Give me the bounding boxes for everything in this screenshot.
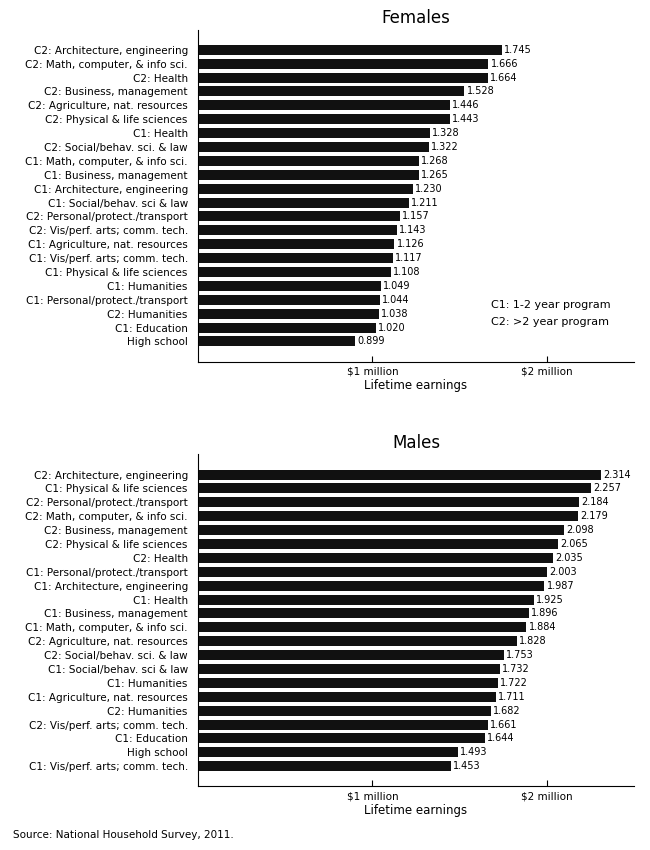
Text: 2.098: 2.098	[566, 525, 593, 536]
Bar	[198, 552, 552, 563]
Text: 1.038: 1.038	[381, 309, 409, 319]
Text: 1.661: 1.661	[489, 719, 517, 729]
Text: 1.117: 1.117	[395, 253, 422, 264]
Bar	[198, 609, 528, 619]
Text: 1.453: 1.453	[454, 761, 481, 771]
Text: 1.753: 1.753	[506, 650, 534, 660]
Bar	[198, 747, 458, 757]
Text: 2.035: 2.035	[555, 552, 582, 563]
Text: 1.265: 1.265	[421, 170, 448, 180]
Text: 2.184: 2.184	[581, 497, 608, 507]
Text: 2.065: 2.065	[560, 539, 588, 549]
Text: 1.828: 1.828	[519, 636, 547, 646]
Bar	[198, 267, 391, 277]
Text: 1.108: 1.108	[393, 267, 421, 277]
Text: 2.314: 2.314	[603, 469, 631, 479]
Bar	[198, 636, 517, 646]
Bar	[198, 295, 380, 305]
Text: 1.268: 1.268	[421, 156, 449, 166]
Bar	[198, 114, 450, 124]
Bar	[198, 677, 498, 688]
Bar	[198, 664, 500, 674]
Text: 1.230: 1.230	[415, 184, 442, 194]
Text: 2.179: 2.179	[580, 511, 608, 521]
Text: 1.745: 1.745	[504, 45, 532, 55]
Text: Source: National Household Survey, 2011.: Source: National Household Survey, 2011.	[13, 830, 234, 840]
Bar	[198, 622, 526, 632]
Text: 0.899: 0.899	[357, 337, 384, 347]
Bar	[198, 567, 547, 577]
Text: 2.257: 2.257	[593, 484, 621, 493]
Text: C1: 1-2 year program: C1: 1-2 year program	[491, 300, 610, 310]
Bar	[198, 170, 419, 180]
Text: 1.528: 1.528	[467, 87, 494, 97]
Bar	[198, 100, 450, 110]
Bar	[198, 650, 504, 660]
Bar	[198, 581, 545, 591]
Text: 1.644: 1.644	[487, 734, 514, 744]
Bar	[198, 337, 355, 347]
Bar	[198, 184, 413, 194]
Text: 1.493: 1.493	[460, 747, 488, 757]
Text: 1.049: 1.049	[383, 280, 411, 291]
Text: 1.664: 1.664	[490, 72, 517, 82]
Bar	[198, 594, 534, 604]
Bar	[198, 59, 488, 69]
Bar	[198, 761, 451, 771]
Title: Females: Females	[382, 8, 450, 27]
Text: 1.884: 1.884	[528, 622, 556, 632]
Bar	[198, 225, 397, 235]
Text: 1.987: 1.987	[547, 581, 574, 591]
Text: 1.020: 1.020	[378, 323, 406, 332]
Bar	[198, 87, 465, 97]
Text: 2.003: 2.003	[549, 567, 577, 577]
Bar	[198, 72, 488, 82]
Bar	[198, 212, 400, 222]
Bar	[198, 239, 395, 249]
Bar	[198, 197, 410, 207]
Bar	[198, 525, 564, 536]
Text: 1.126: 1.126	[396, 239, 424, 249]
Text: 1.044: 1.044	[382, 295, 410, 305]
Bar	[198, 323, 376, 332]
Bar	[198, 692, 497, 702]
Text: 1.896: 1.896	[530, 609, 558, 619]
Bar	[198, 128, 430, 139]
Text: 1.732: 1.732	[502, 664, 530, 674]
Text: 1.211: 1.211	[411, 197, 439, 207]
Text: 1.711: 1.711	[499, 692, 526, 702]
Bar	[198, 511, 578, 521]
Text: 1.925: 1.925	[536, 594, 564, 604]
Text: 1.143: 1.143	[400, 225, 427, 235]
Bar	[198, 45, 502, 55]
Text: 1.443: 1.443	[452, 114, 479, 124]
Bar	[198, 469, 601, 479]
Text: 1.666: 1.666	[491, 59, 518, 69]
Bar	[198, 719, 488, 729]
Bar	[198, 142, 428, 152]
Bar	[198, 309, 379, 319]
Bar	[198, 706, 491, 716]
Title: Males: Males	[392, 434, 440, 451]
Text: 1.157: 1.157	[402, 212, 430, 222]
Text: C2: >2 year program: C2: >2 year program	[491, 317, 609, 327]
Bar	[198, 156, 419, 166]
Text: 1.328: 1.328	[432, 128, 460, 139]
Bar	[198, 734, 485, 744]
Bar	[198, 253, 393, 264]
Bar	[198, 539, 558, 549]
X-axis label: Lifetime earnings: Lifetime earnings	[365, 804, 467, 817]
Bar	[198, 484, 592, 493]
Text: 1.322: 1.322	[431, 142, 458, 152]
Bar	[198, 280, 381, 291]
Bar	[198, 497, 578, 507]
Text: 1.722: 1.722	[500, 677, 528, 688]
X-axis label: Lifetime earnings: Lifetime earnings	[365, 379, 467, 392]
Text: 1.682: 1.682	[493, 706, 521, 716]
Text: 1.446: 1.446	[452, 100, 480, 110]
